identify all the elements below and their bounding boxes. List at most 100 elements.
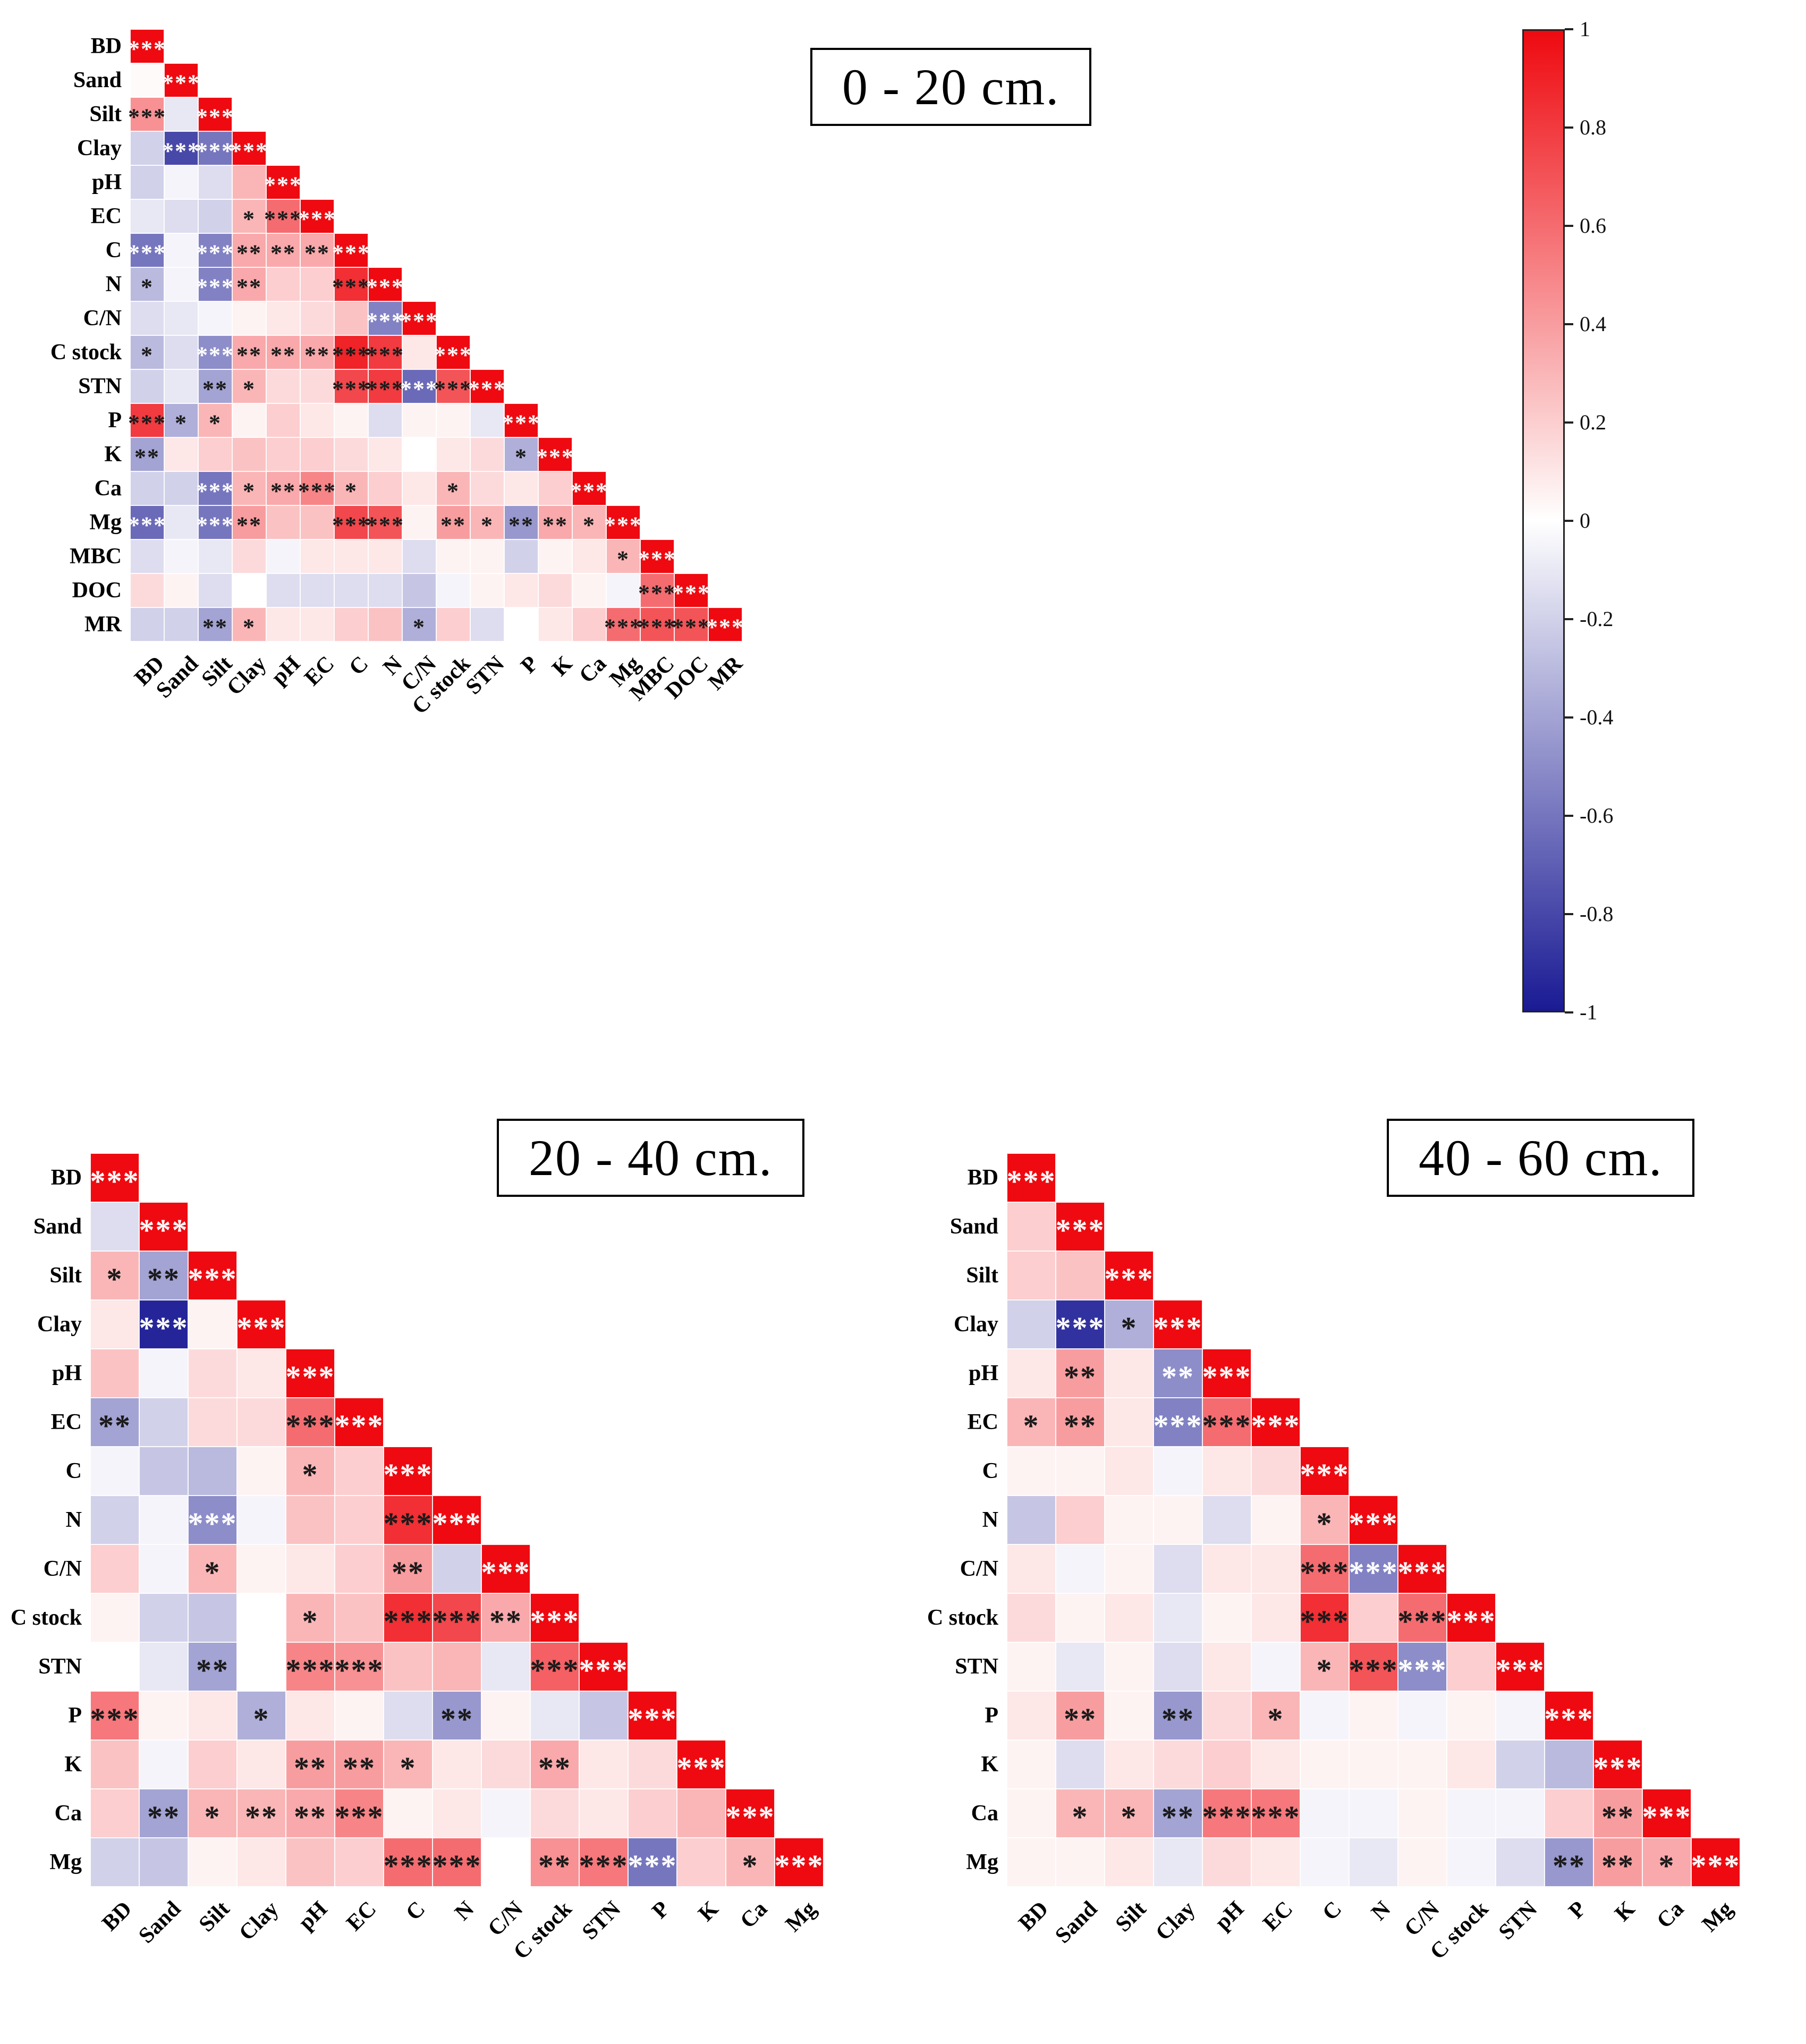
significance-stars: *** xyxy=(139,1212,189,1247)
corr-cell: *** xyxy=(468,369,505,403)
significance-stars: *** xyxy=(1642,1799,1692,1834)
corr-cell xyxy=(300,267,334,301)
corr-cell xyxy=(1202,1642,1251,1691)
significance-stars: *** xyxy=(196,138,234,164)
col-label: Mg xyxy=(1697,1896,1738,1937)
significance-stars: ** xyxy=(270,240,296,266)
corr-cell: *** xyxy=(384,1593,433,1642)
row-label: Clay xyxy=(37,1312,82,1337)
significance-stars: ** xyxy=(245,1799,278,1834)
significance-stars: *** xyxy=(672,614,710,640)
corr-cell xyxy=(237,1349,286,1398)
col-label: P xyxy=(647,1896,675,1924)
corr-cell xyxy=(266,505,300,539)
colorbar-tick-mark xyxy=(1565,815,1573,817)
corr-cell: *** xyxy=(1202,1789,1251,1838)
corr-cell xyxy=(1300,1691,1349,1740)
corr-cell: *** xyxy=(196,471,233,505)
significance-stars: ** xyxy=(236,240,262,266)
corr-cell xyxy=(90,1300,139,1349)
significance-stars: *** xyxy=(1544,1701,1594,1736)
corr-cell: * xyxy=(1007,1398,1056,1447)
significance-stars: *** xyxy=(334,1408,384,1443)
corr-cell xyxy=(232,573,266,607)
corr-cell xyxy=(130,539,164,573)
significance-stars: ** xyxy=(1064,1701,1097,1736)
corr-cell xyxy=(300,301,334,335)
row-label: Ca xyxy=(54,1801,82,1826)
significance-stars: *** xyxy=(530,1603,580,1638)
corr-cell xyxy=(335,1496,384,1544)
significance-stars: * xyxy=(141,274,154,300)
corr-cell xyxy=(237,1544,286,1593)
corr-cell: ** xyxy=(1154,1349,1202,1398)
significance-stars: *** xyxy=(1349,1555,1398,1590)
corr-cell xyxy=(579,1789,628,1838)
significance-stars: *** xyxy=(502,410,540,436)
corr-cell: *** xyxy=(188,1251,237,1300)
significance-stars: ** xyxy=(236,342,262,368)
significance-stars: *** xyxy=(400,308,438,334)
significance-stars: ** xyxy=(202,376,228,402)
corr-cell: ** xyxy=(436,505,470,539)
corr-cell xyxy=(300,573,334,607)
significance-stars: ** xyxy=(134,444,160,470)
row-label: pH xyxy=(52,1361,82,1386)
col-label: Clay xyxy=(234,1896,284,1946)
corr-cell xyxy=(335,1838,384,1887)
row-label: BD xyxy=(50,1165,82,1190)
row-label: Silt xyxy=(49,1263,82,1288)
corr-cell xyxy=(579,1691,628,1740)
corr-cell xyxy=(198,539,232,573)
corr-cell: * xyxy=(164,403,198,437)
col-label: STN xyxy=(577,1896,626,1945)
corr-cell xyxy=(1545,1740,1593,1789)
significance-stars: ** xyxy=(202,614,228,640)
corr-cell: *** xyxy=(530,1642,579,1691)
corr-cell xyxy=(130,165,164,199)
row-label: N xyxy=(105,272,122,297)
corr-cell: *** xyxy=(433,1838,481,1887)
significance-stars: ** xyxy=(1161,1701,1194,1736)
significance-stars: * xyxy=(583,512,596,538)
significance-stars: ** xyxy=(270,342,296,368)
row-label: Ca xyxy=(94,476,122,501)
corr-cell: * xyxy=(470,505,504,539)
significance-stars: ** xyxy=(236,512,262,538)
corr-cell xyxy=(1007,1202,1056,1251)
significance-stars: *** xyxy=(1397,1603,1447,1638)
corr-cell: *** xyxy=(384,1838,433,1887)
heatmap-0-20cm: BD *** BD Sand *** Sand Silt *** *** Silt Clay *** *… xyxy=(50,29,747,719)
corr-cell xyxy=(1105,1496,1154,1544)
corr-cell xyxy=(538,573,572,607)
corr-cell xyxy=(164,233,198,267)
significance-stars: *** xyxy=(638,580,676,606)
corr-cell: *** xyxy=(230,131,267,165)
significance-stars: *** xyxy=(334,1799,384,1834)
corr-cell xyxy=(1154,1593,1202,1642)
corr-cell: *** xyxy=(481,1544,530,1593)
corr-cell xyxy=(1251,1496,1300,1544)
corr-cell xyxy=(237,1447,286,1496)
corr-cell xyxy=(139,1642,188,1691)
corr-cell: ** xyxy=(266,471,300,505)
colorbar-tick-label: 0.6 xyxy=(1580,214,1606,238)
corr-cell: *** xyxy=(1398,1593,1447,1642)
corr-cell xyxy=(1398,1691,1447,1740)
row-label: STN xyxy=(38,1654,82,1679)
significance-stars: * xyxy=(253,1701,270,1736)
corr-cell xyxy=(436,573,470,607)
significance-stars: *** xyxy=(570,478,608,504)
significance-stars: *** xyxy=(638,614,676,640)
significance-stars: ** xyxy=(147,1799,180,1834)
significance-stars: * xyxy=(204,1799,221,1834)
corr-cell xyxy=(139,1691,188,1740)
corr-cell: * xyxy=(1105,1789,1154,1838)
corr-cell xyxy=(1202,1691,1251,1740)
corr-cell: *** xyxy=(128,29,165,63)
corr-cell: *** xyxy=(1300,1593,1349,1642)
colorbar-tick-label: -0.8 xyxy=(1580,902,1614,926)
col-label: Clay xyxy=(1151,1896,1200,1946)
significance-stars: *** xyxy=(774,1848,824,1883)
corr-cell xyxy=(470,403,504,437)
